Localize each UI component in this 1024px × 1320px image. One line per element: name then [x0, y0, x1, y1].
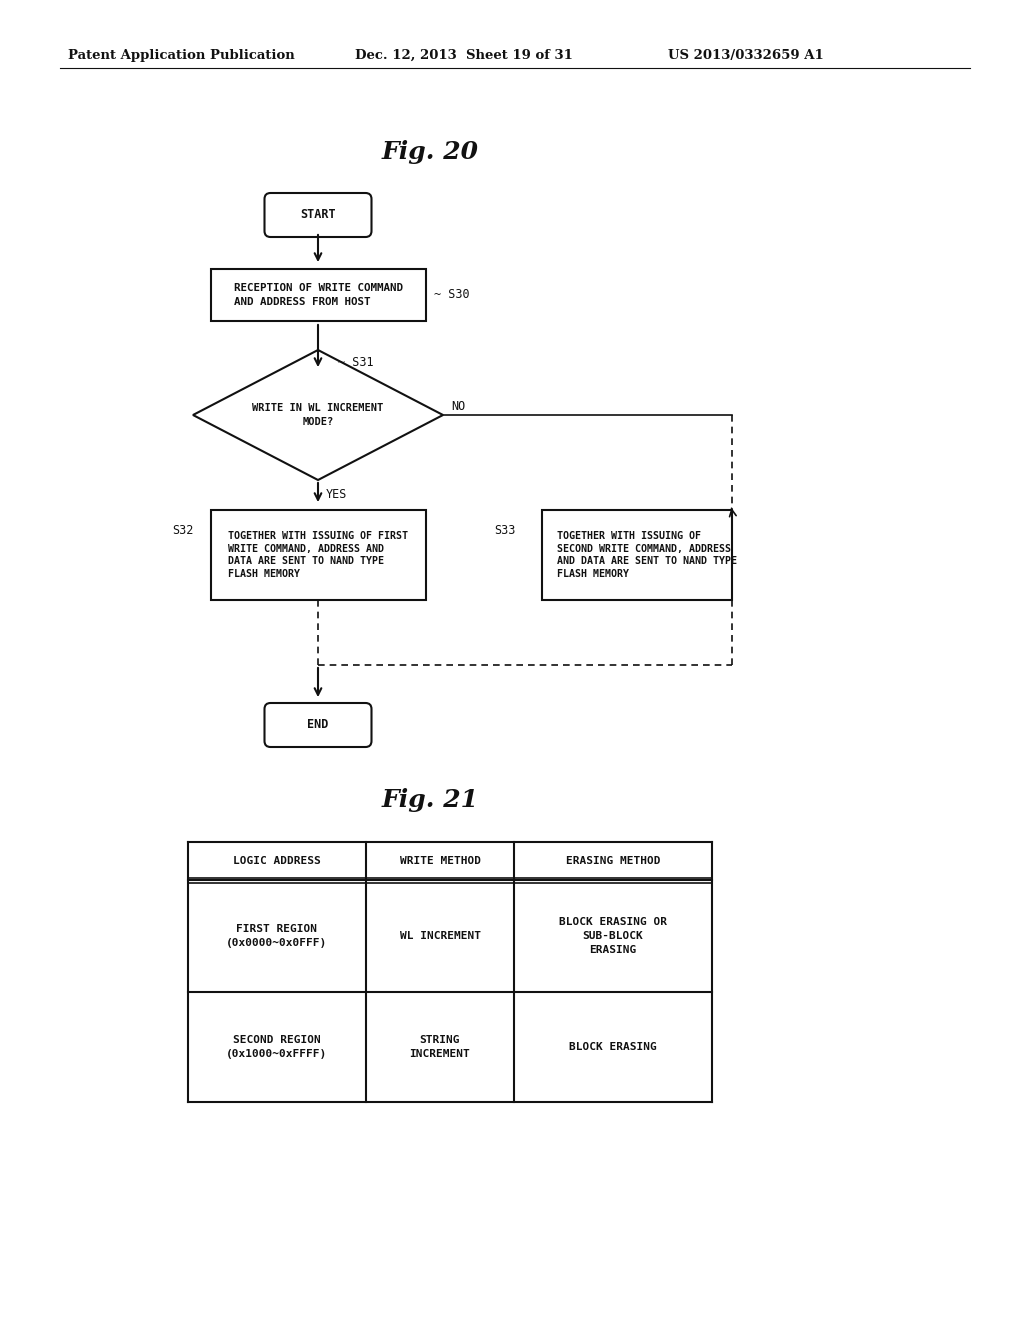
Text: END: END [307, 718, 329, 731]
Text: SECOND REGION
(0x1000~0xFFFF): SECOND REGION (0x1000~0xFFFF) [226, 1035, 328, 1059]
FancyBboxPatch shape [264, 704, 372, 747]
Text: ~ S30: ~ S30 [433, 289, 469, 301]
Text: BLOCK ERASING: BLOCK ERASING [569, 1041, 656, 1052]
Text: Dec. 12, 2013  Sheet 19 of 31: Dec. 12, 2013 Sheet 19 of 31 [355, 49, 572, 62]
Text: STRING
INCREMENT: STRING INCREMENT [410, 1035, 470, 1059]
Bar [211, 269, 426, 321]
Text: Fig. 21: Fig. 21 [382, 788, 478, 812]
Bar [211, 510, 426, 601]
Text: US 2013/0332659 A1: US 2013/0332659 A1 [668, 49, 823, 62]
Text: S33: S33 [494, 524, 515, 536]
Polygon shape [193, 350, 443, 480]
FancyBboxPatch shape [264, 193, 372, 238]
Text: RECEPTION OF WRITE COMMAND
AND ADDRESS FROM HOST: RECEPTION OF WRITE COMMAND AND ADDRESS F… [233, 284, 402, 306]
Text: TOGETHER WITH ISSUING OF FIRST
WRITE COMMAND, ADDRESS AND
DATA ARE SENT TO NAND : TOGETHER WITH ISSUING OF FIRST WRITE COM… [228, 531, 408, 579]
Text: Fig. 20: Fig. 20 [382, 140, 478, 164]
Text: WRITE IN WL INCREMENT
MODE?: WRITE IN WL INCREMENT MODE? [252, 404, 384, 426]
Text: WL INCREMENT: WL INCREMENT [399, 931, 480, 941]
Bar [542, 510, 732, 601]
Text: LOGIC ADDRESS: LOGIC ADDRESS [233, 855, 321, 866]
Text: ~ S31: ~ S31 [338, 355, 374, 368]
Text: WRITE METHOD: WRITE METHOD [399, 855, 480, 866]
Text: NO: NO [451, 400, 465, 413]
Text: TOGETHER WITH ISSUING OF
SECOND WRITE COMMAND, ADDRESS
AND DATA ARE SENT TO NAND: TOGETHER WITH ISSUING OF SECOND WRITE CO… [557, 531, 737, 579]
Text: YES: YES [326, 487, 347, 500]
Text: ERASING METHOD: ERASING METHOD [565, 855, 660, 866]
Text: FIRST REGION
(0x0000~0x0FFF): FIRST REGION (0x0000~0x0FFF) [226, 924, 328, 948]
Text: START: START [300, 209, 336, 222]
Text: S32: S32 [172, 524, 194, 536]
Text: BLOCK ERASING OR
SUB-BLOCK
ERASING: BLOCK ERASING OR SUB-BLOCK ERASING [559, 917, 667, 954]
Text: Patent Application Publication: Patent Application Publication [68, 49, 295, 62]
